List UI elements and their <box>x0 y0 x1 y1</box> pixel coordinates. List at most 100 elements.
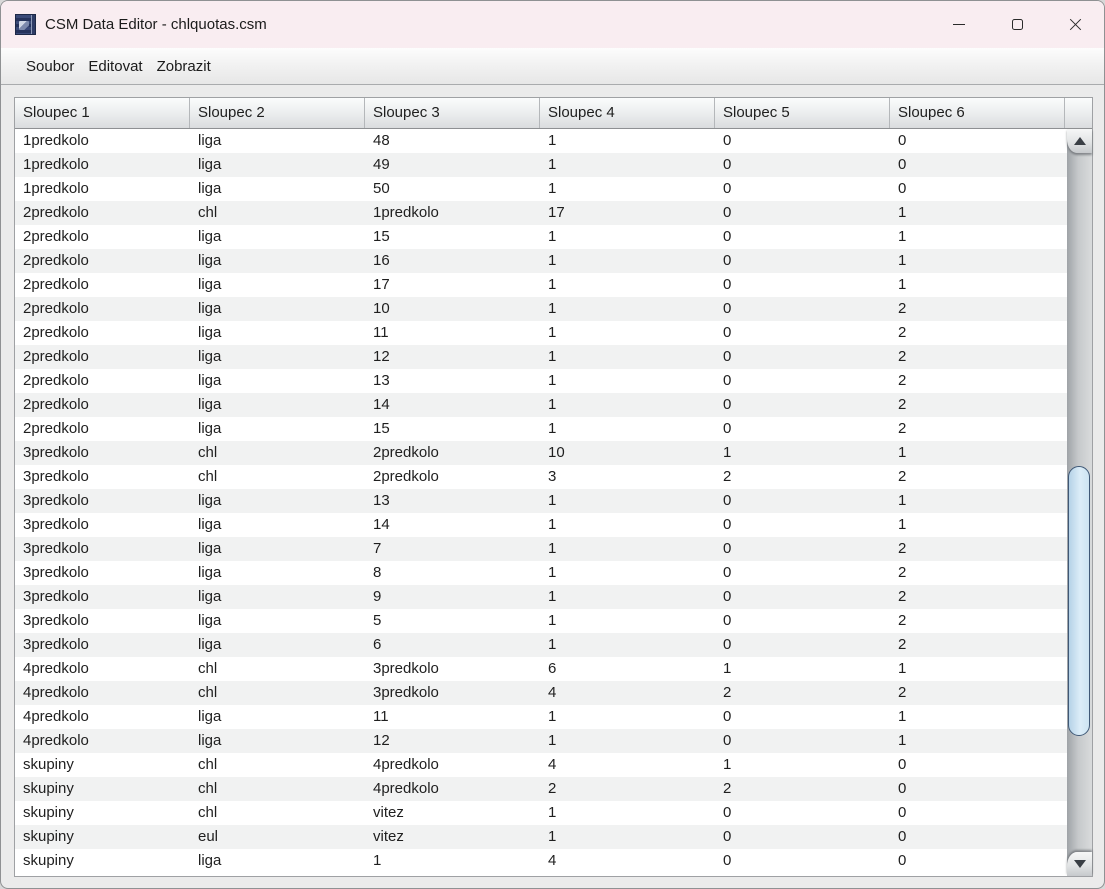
table-cell[interactable]: 4predkolo <box>373 756 439 773</box>
table-cell[interactable]: vitez <box>373 828 404 845</box>
table-cell[interactable]: 2predkolo <box>23 372 89 389</box>
table-cell[interactable]: 2 <box>723 684 732 701</box>
table-row[interactable]: 4predkolo chl 3predkolo 6 1 1 <box>15 657 1067 681</box>
table-cell[interactable]: chl <box>198 660 218 677</box>
table-cell[interactable]: 14 <box>373 396 390 413</box>
column-header-4[interactable]: Sloupec 4 <box>540 98 715 128</box>
table-cell[interactable]: eul <box>198 828 219 845</box>
table-row[interactable]: 3predkolo liga 9 1 0 2 <box>15 585 1067 609</box>
table-cell[interactable]: 2 <box>548 780 557 797</box>
table-row[interactable]: 1predkolo liga 50 1 0 0 <box>15 177 1067 201</box>
table-cell[interactable]: 0 <box>898 156 907 173</box>
table-cell[interactable]: 2predkolo <box>23 204 89 221</box>
table-cell[interactable]: 3predkolo <box>373 684 439 701</box>
table-cell[interactable]: 3 <box>548 468 557 485</box>
table-cell[interactable]: 6 <box>373 636 382 653</box>
table-row[interactable]: skupiny chl 4predkolo 4 1 0 <box>15 753 1067 777</box>
table-cell[interactable]: 0 <box>898 828 907 845</box>
table-cell[interactable]: 0 <box>898 852 907 869</box>
table-cell[interactable]: 0 <box>723 180 732 197</box>
scrollbar-track[interactable] <box>1067 153 1092 852</box>
table-cell[interactable]: 4predkolo <box>23 708 89 725</box>
table-cell[interactable]: 49 <box>373 156 390 173</box>
table-cell[interactable]: skupiny <box>23 852 74 869</box>
table-cell[interactable]: 2 <box>898 468 907 485</box>
table-cell[interactable]: 2 <box>898 684 907 701</box>
table-cell[interactable]: 15 <box>373 420 390 437</box>
table-cell[interactable]: 1 <box>898 660 907 677</box>
table-cell[interactable]: 1predkolo <box>23 180 89 197</box>
table-cell[interactable]: 11 <box>373 708 389 725</box>
table-cell[interactable]: 4 <box>548 852 557 869</box>
table-cell[interactable]: 7 <box>373 540 382 557</box>
table-cell[interactable]: 2predkolo <box>23 276 89 293</box>
table-cell[interactable]: 1 <box>898 276 907 293</box>
table-cell[interactable]: 1predkolo <box>373 204 439 221</box>
table-row[interactable]: 3predkolo liga 8 1 0 2 <box>15 561 1067 585</box>
table-cell[interactable]: chl <box>198 684 218 701</box>
table-row[interactable]: 2predkolo liga 16 1 0 1 <box>15 249 1067 273</box>
table-cell[interactable]: liga <box>198 516 222 533</box>
table-cell[interactable]: 2 <box>898 396 907 413</box>
table-row[interactable]: 2predkolo liga 11 1 0 2 <box>15 321 1067 345</box>
table-cell[interactable]: chl <box>198 444 218 461</box>
table-cell[interactable]: 1 <box>548 348 557 365</box>
table-cell[interactable]: liga <box>198 708 222 725</box>
table-cell[interactable]: 0 <box>723 516 732 533</box>
app-icon[interactable] <box>15 14 36 35</box>
table-cell[interactable]: 4predkolo <box>23 732 89 749</box>
table-row[interactable]: skupiny eul vitez 1 0 0 <box>15 825 1067 849</box>
table-cell[interactable]: 2 <box>898 300 907 317</box>
table-cell[interactable]: 1 <box>898 516 907 533</box>
table-row[interactable]: 3predkolo liga 7 1 0 2 <box>15 537 1067 561</box>
table-cell[interactable]: 48 <box>373 132 390 149</box>
table-row[interactable]: 2predkolo liga 15 1 0 1 <box>15 225 1067 249</box>
table-cell[interactable]: skupiny <box>23 780 74 797</box>
table-row[interactable]: 1predkolo liga 48 1 0 0 <box>15 129 1067 153</box>
table-cell[interactable]: 2 <box>898 636 907 653</box>
table-cell[interactable]: 4predkolo <box>23 660 89 677</box>
table-row[interactable]: 4predkolo chl 3predkolo 4 2 2 <box>15 681 1067 705</box>
minimize-button[interactable] <box>930 1 988 48</box>
table-cell[interactable]: 2predkolo <box>23 228 89 245</box>
scrollbar-thumb[interactable] <box>1068 466 1090 736</box>
table-cell[interactable]: skupiny <box>23 828 74 845</box>
table-row[interactable]: 2predkolo liga 14 1 0 2 <box>15 393 1067 417</box>
table-cell[interactable]: 13 <box>373 372 390 389</box>
table-cell[interactable]: 0 <box>723 276 732 293</box>
table-cell[interactable]: liga <box>198 180 222 197</box>
table-cell[interactable]: 2predkolo <box>23 324 89 341</box>
table-cell[interactable]: 12 <box>373 732 390 749</box>
table-cell[interactable]: 0 <box>723 372 732 389</box>
table-cell[interactable]: 3predkolo <box>23 588 89 605</box>
close-button[interactable] <box>1046 1 1104 48</box>
table-cell[interactable]: 2predkolo <box>373 468 439 485</box>
table-cell[interactable]: liga <box>198 492 222 509</box>
table-cell[interactable]: 2 <box>898 372 907 389</box>
table-cell[interactable]: 2predkolo <box>23 300 89 317</box>
table-cell[interactable]: 0 <box>723 708 732 725</box>
table-cell[interactable]: 10 <box>373 300 390 317</box>
table-cell[interactable]: 0 <box>723 612 732 629</box>
table-cell[interactable]: 1 <box>898 252 907 269</box>
table-cell[interactable]: 3predkolo <box>23 540 89 557</box>
table-row[interactable]: skupiny chl vitez 1 0 0 <box>15 801 1067 825</box>
table-cell[interactable]: liga <box>198 372 222 389</box>
table-cell[interactable]: 2 <box>898 588 907 605</box>
table-cell[interactable]: 17 <box>548 204 565 221</box>
table-cell[interactable]: liga <box>198 156 222 173</box>
table-row[interactable]: 3predkolo chl 2predkolo 10 1 1 <box>15 441 1067 465</box>
table-cell[interactable]: liga <box>198 588 222 605</box>
table-row[interactable]: 2predkolo liga 15 1 0 2 <box>15 417 1067 441</box>
table-cell[interactable]: 0 <box>723 492 732 509</box>
table-cell[interactable]: 0 <box>723 852 732 869</box>
table-cell[interactable]: 0 <box>723 396 732 413</box>
menu-soubor[interactable]: Soubor <box>26 57 75 75</box>
table-cell[interactable]: 1 <box>898 444 907 461</box>
table-cell[interactable]: 1 <box>548 588 557 605</box>
table-cell[interactable]: 1 <box>548 300 557 317</box>
table-cell[interactable]: 5 <box>373 612 382 629</box>
table-cell[interactable]: 2predkolo <box>23 252 89 269</box>
table-cell[interactable]: 1 <box>548 372 557 389</box>
table-cell[interactable]: liga <box>198 252 222 269</box>
